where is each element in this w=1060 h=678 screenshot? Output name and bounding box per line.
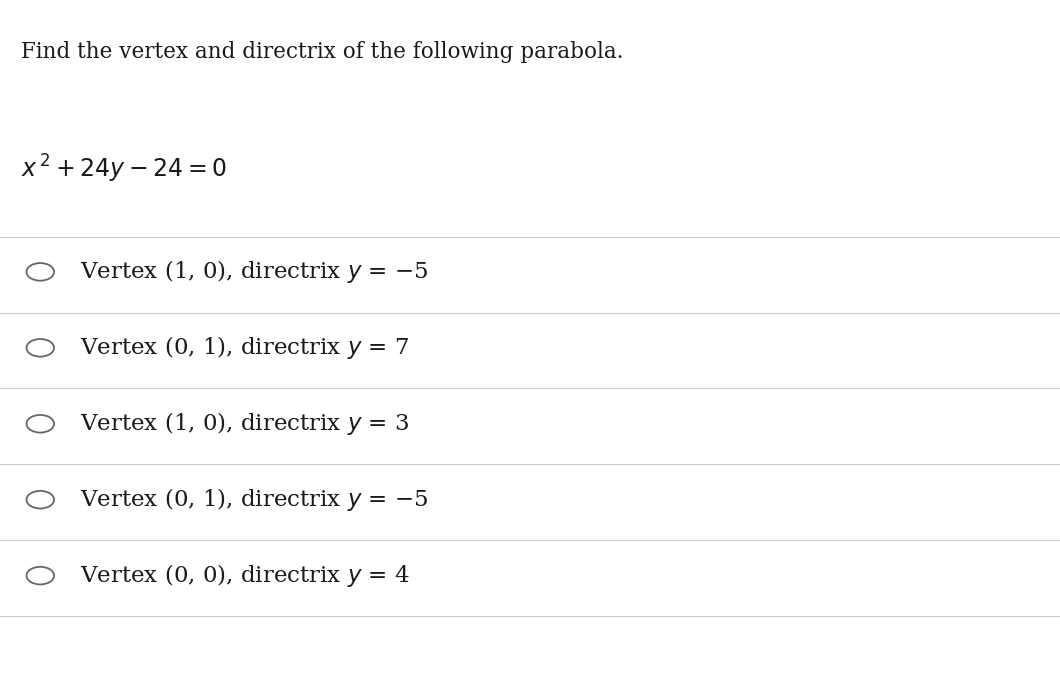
Text: Vertex (0, 0), directrix $y$ = 4: Vertex (0, 0), directrix $y$ = 4	[80, 562, 409, 589]
Text: Vertex (1, 0), directrix $y$ = −5: Vertex (1, 0), directrix $y$ = −5	[80, 258, 428, 285]
Text: $x^{\,2} + 24y - 24 = 0$: $x^{\,2} + 24y - 24 = 0$	[21, 153, 227, 184]
Text: Vertex (0, 1), directrix $y$ = −5: Vertex (0, 1), directrix $y$ = −5	[80, 486, 428, 513]
Text: Vertex (1, 0), directrix $y$ = 3: Vertex (1, 0), directrix $y$ = 3	[80, 410, 409, 437]
Text: Find the vertex and directrix of the following parabola.: Find the vertex and directrix of the fol…	[21, 41, 623, 62]
Text: Vertex (0, 1), directrix $y$ = 7: Vertex (0, 1), directrix $y$ = 7	[80, 334, 409, 361]
